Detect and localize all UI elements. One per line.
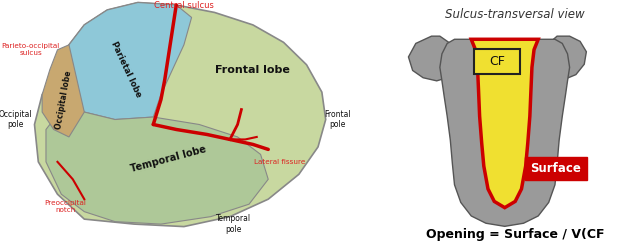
Text: Surface: Surface: [531, 162, 582, 175]
Text: Central sulcus: Central sulcus: [154, 1, 214, 10]
Polygon shape: [408, 36, 457, 81]
Text: Occipital lobe: Occipital lobe: [53, 69, 73, 130]
Polygon shape: [35, 2, 326, 227]
Text: Opening = Surface / V(CF: Opening = Surface / V(CF: [426, 228, 605, 241]
Text: Lateral fissure: Lateral fissure: [254, 159, 305, 165]
Text: Occipital
pole: Occipital pole: [0, 110, 32, 129]
Polygon shape: [46, 112, 268, 224]
Polygon shape: [471, 39, 538, 208]
Polygon shape: [61, 2, 192, 120]
Text: Temporal lobe: Temporal lobe: [129, 144, 207, 174]
Text: Parieto-occipital
sulcus: Parieto-occipital sulcus: [1, 43, 60, 56]
Text: Sulcus-transversal view: Sulcus-transversal view: [446, 8, 585, 21]
FancyBboxPatch shape: [525, 157, 587, 180]
Text: Temporal
pole: Temporal pole: [216, 214, 251, 234]
Polygon shape: [542, 36, 586, 80]
Text: Frontal
pole: Frontal pole: [324, 110, 350, 129]
Polygon shape: [42, 45, 84, 137]
Text: Preoccipital
notch: Preoccipital notch: [44, 200, 86, 213]
Text: CF: CF: [489, 55, 506, 67]
Polygon shape: [440, 39, 569, 226]
Text: Parietal lobe: Parietal lobe: [109, 40, 144, 99]
FancyBboxPatch shape: [475, 49, 520, 73]
Text: Frontal lobe: Frontal lobe: [216, 65, 290, 75]
